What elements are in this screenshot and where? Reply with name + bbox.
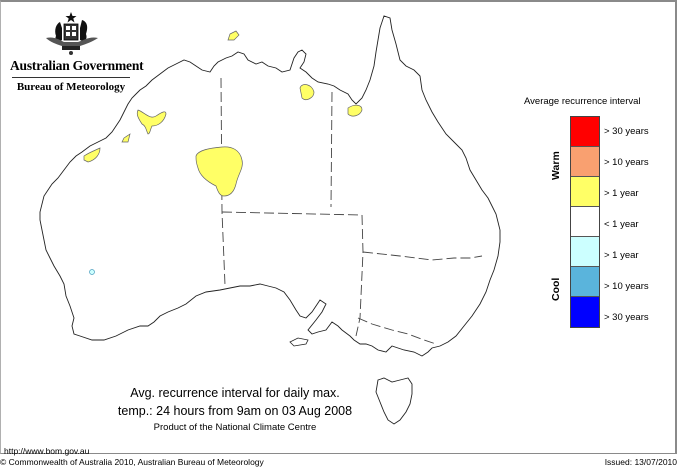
coat-of-arms-icon bbox=[46, 12, 98, 55]
warm-anomaly-areas bbox=[83, 30, 363, 197]
product-credit: Product of the National Climate Centre bbox=[153, 422, 317, 433]
map-title-line1: Avg. recurrence interval for daily max. bbox=[130, 386, 340, 400]
tasmania-coastline bbox=[375, 377, 413, 425]
map-title-line2: temp.: 24 hours from 9am on 03 Aug 2008 bbox=[117, 404, 353, 418]
legend-label: > 1 year bbox=[604, 250, 639, 261]
map-frame bbox=[0, 0, 677, 454]
kangaroo-island bbox=[289, 337, 309, 347]
legend-label: > 1 year bbox=[604, 188, 639, 199]
cool-anomaly-spot bbox=[89, 269, 95, 275]
legend-swatch-cool-10 bbox=[571, 267, 599, 297]
organisation-name: Australian Government bbox=[10, 58, 144, 73]
legend-warm-label: Warm bbox=[550, 151, 562, 180]
mainland-coastline bbox=[39, 15, 501, 357]
legend-swatch-cool-1 bbox=[571, 237, 599, 267]
legend-label: > 10 years bbox=[604, 157, 649, 168]
legend-swatch-warm-1 bbox=[571, 177, 599, 207]
legend-swatch-cool-30 bbox=[571, 297, 599, 327]
copyright-notice: © Commonwealth of Australia 2010, Austra… bbox=[0, 457, 264, 467]
agency-name: Bureau of Meteorology bbox=[16, 81, 126, 93]
legend-label: > 10 years bbox=[604, 281, 649, 292]
legend-cool-label: Cool bbox=[550, 277, 562, 301]
legend-color-scale bbox=[570, 116, 600, 328]
bom-url-link[interactable]: http://www.bom.gov.au bbox=[4, 446, 90, 456]
legend-swatch-warm-30 bbox=[571, 117, 599, 147]
legend-swatch-warm-10 bbox=[571, 147, 599, 177]
legend-label: > 30 years bbox=[604, 126, 649, 137]
logo-divider bbox=[12, 77, 130, 78]
legend-label: > 30 years bbox=[604, 312, 649, 323]
legend-label: < 1 year bbox=[604, 219, 639, 230]
issued-date: Issued: 13/07/2010 bbox=[604, 457, 677, 467]
state-borders bbox=[220, 77, 483, 345]
legend-title: Average recurrence interval bbox=[524, 96, 641, 107]
bom-logo: Australian Government Bureau of Meteorol… bbox=[10, 10, 144, 95]
legend-swatch-neutral bbox=[571, 207, 599, 237]
